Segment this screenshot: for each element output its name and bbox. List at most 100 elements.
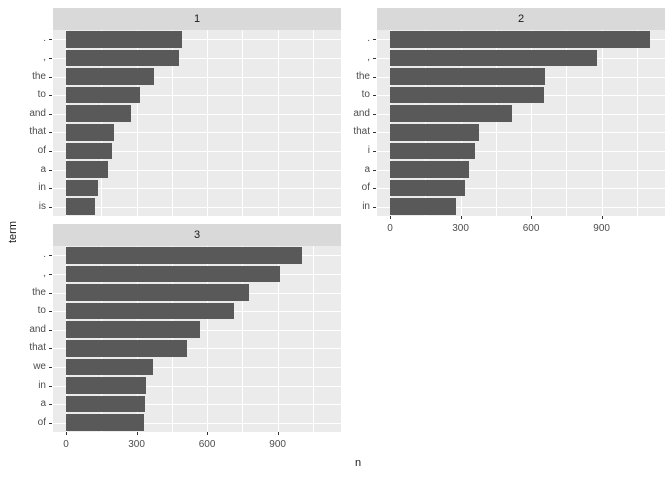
gridline-major-horizontal — [53, 76, 341, 78]
y-tick-mark — [373, 95, 376, 97]
facet-panel-1 — [53, 30, 341, 216]
y-tick-label: of — [37, 144, 46, 156]
y-tick-label: a — [40, 163, 46, 175]
gridline-major-vertical — [66, 30, 67, 216]
y-tick-label: the — [32, 70, 46, 82]
bar-facet1-, — [66, 49, 179, 67]
y-tick-label: in — [38, 182, 46, 194]
gridline-major-horizontal — [53, 113, 341, 115]
x-tick-label: 900 — [593, 223, 610, 234]
bar-facet2-in — [390, 198, 456, 216]
y-tick-mark — [373, 76, 376, 78]
gridline-major-vertical — [390, 30, 391, 216]
facet-panel-3 — [53, 246, 341, 432]
y-tick-mark — [373, 132, 376, 134]
gridline-minor-vertical — [171, 30, 173, 216]
bar-facet1-to — [66, 86, 141, 104]
gridline-major-vertical — [66, 246, 67, 432]
gridline-major-horizontal — [53, 169, 341, 171]
y-tick-label: to — [361, 89, 370, 101]
gridline-minor-vertical — [495, 30, 497, 216]
bar-facet1-. — [66, 30, 183, 48]
facet-strip-label: 2 — [517, 13, 525, 25]
gridline-major-vertical — [136, 246, 138, 432]
gridline-major-horizontal — [53, 385, 341, 387]
y-tick-mark — [49, 76, 52, 78]
y-tick-label: a — [364, 163, 370, 175]
bar-facet3-in — [66, 377, 146, 394]
y-tick-mark — [373, 57, 376, 59]
bar-facet2-, — [390, 49, 597, 67]
y-tick-mark — [49, 132, 52, 134]
gridline-major-vertical — [460, 30, 462, 216]
y-tick-label: is — [38, 200, 46, 212]
x-tick-label: 300 — [452, 223, 469, 234]
gridline-major-horizontal — [53, 206, 341, 208]
y-tick-mark — [49, 169, 52, 171]
gridline-major-horizontal — [53, 39, 341, 41]
facet-strip-1: 1 — [53, 8, 341, 30]
y-tick-label: that — [29, 126, 46, 138]
bar-facet3-to — [66, 302, 235, 320]
gridline-major-horizontal — [53, 422, 341, 424]
y-tick-mark — [49, 385, 52, 387]
gridline-minor-vertical — [171, 246, 173, 432]
x-tick-label: 0 — [63, 439, 69, 450]
bar-facet3-a — [66, 395, 145, 413]
bar-facet2-the — [390, 68, 546, 85]
y-tick-mark — [49, 39, 52, 41]
facet-panel-2 — [377, 30, 665, 216]
y-tick-mark — [49, 206, 52, 208]
x-tick-label: 0 — [387, 223, 393, 234]
gridline-minor-vertical — [425, 30, 427, 216]
y-tick-label: to — [37, 89, 46, 101]
y-tick-label: to — [37, 305, 46, 317]
gridline-minor-vertical — [242, 246, 244, 432]
y-tick-label: we — [33, 360, 46, 372]
bar-facet3-we — [66, 358, 153, 376]
y-tick-mark — [49, 150, 52, 152]
y-tick-mark — [373, 150, 376, 152]
gridline-major-horizontal — [53, 366, 341, 368]
x-tick-mark — [601, 216, 603, 219]
bar-facet1-a — [66, 161, 109, 178]
bar-facet1-of — [66, 142, 112, 160]
x-tick-label: 300 — [128, 439, 145, 450]
gridline-major-horizontal — [53, 95, 341, 97]
y-tick-mark — [49, 57, 52, 59]
y-tick-label: i — [367, 144, 370, 156]
gridline-major-horizontal — [377, 113, 665, 115]
y-tick-label: and — [29, 323, 46, 335]
bar-facet2-i — [390, 142, 475, 160]
y-tick-mark — [49, 255, 52, 257]
y-tick-label: , — [43, 51, 46, 63]
y-tick-mark — [49, 113, 52, 115]
bar-facet2-of — [390, 179, 466, 197]
bar-facet1-in — [66, 179, 98, 197]
y-tick-label: , — [367, 51, 370, 63]
y-tick-label: and — [353, 107, 370, 119]
y-tick-label: in — [38, 379, 46, 391]
y-tick-label: of — [37, 416, 46, 428]
gridline-major-vertical — [207, 246, 209, 432]
x-tick-label: 600 — [522, 223, 540, 234]
bar-facet1-the — [66, 68, 155, 85]
gridline-major-vertical — [207, 30, 209, 216]
gridline-minor-vertical — [566, 30, 568, 216]
y-tick-label: . — [367, 33, 370, 45]
y-tick-mark — [49, 188, 52, 190]
bar-facet3-, — [66, 265, 280, 283]
y-tick-mark — [49, 404, 52, 406]
y-tick-mark — [373, 39, 376, 41]
gridline-major-horizontal — [377, 188, 665, 190]
facet-strip-2: 2 — [377, 8, 665, 30]
x-tick-label: 900 — [269, 439, 286, 450]
y-tick-label: of — [361, 182, 370, 194]
x-tick-mark — [66, 432, 67, 435]
y-tick-mark — [49, 311, 52, 313]
gridline-major-horizontal — [377, 150, 665, 152]
y-tick-mark — [49, 273, 52, 275]
bar-facet2-and — [390, 105, 513, 123]
facet-strip-3: 3 — [53, 224, 341, 246]
